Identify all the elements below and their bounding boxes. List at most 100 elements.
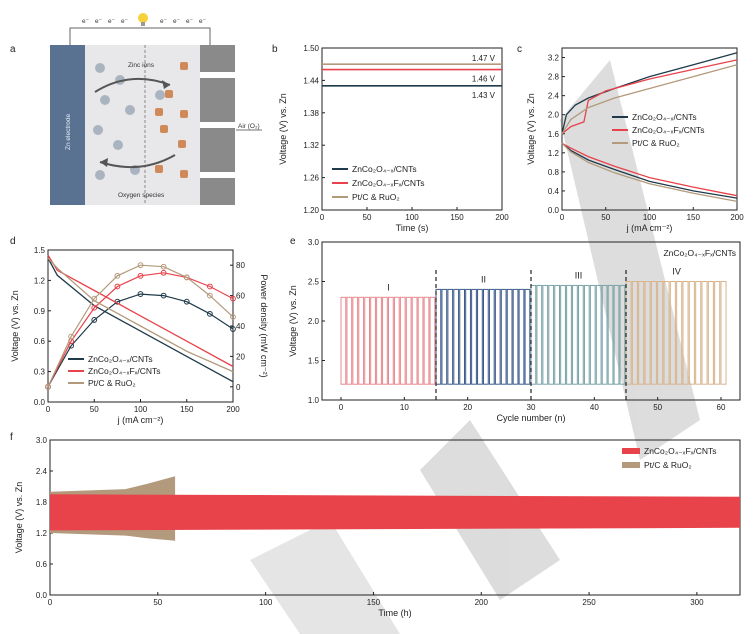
y-right-tick-label: 0 bbox=[236, 383, 241, 392]
y-right-axis-label: Power density (mW cm⁻²) bbox=[259, 274, 269, 377]
x-tick-label: 300 bbox=[690, 598, 704, 607]
y-axis-label: Voltage (V) vs. Zn bbox=[10, 290, 20, 362]
cycle-bar bbox=[524, 288, 531, 385]
cycle-bar bbox=[429, 296, 436, 385]
svg-text:e⁻: e⁻ bbox=[160, 18, 168, 25]
series-charge-line bbox=[561, 64, 738, 135]
cycle-bar bbox=[512, 288, 519, 385]
cycle-bar bbox=[714, 281, 721, 385]
y-right-tick-label: 80 bbox=[236, 261, 245, 270]
power-density-point bbox=[45, 383, 51, 390]
x-axis-label: j (mA cm⁻²) bbox=[117, 415, 164, 425]
cycle-bar bbox=[500, 288, 507, 385]
panel-label-b: b bbox=[272, 44, 278, 55]
cycle-bar bbox=[578, 284, 584, 385]
power-density-point bbox=[137, 291, 144, 297]
x-tick-label: 50 bbox=[653, 403, 662, 412]
x-tick-label: 200 bbox=[226, 405, 240, 414]
cycle-bar bbox=[388, 296, 394, 385]
cycle-bar bbox=[720, 281, 727, 385]
power-density-line bbox=[47, 293, 234, 388]
annotation-label: 1.47 V bbox=[472, 54, 496, 63]
cycle-bar bbox=[459, 288, 465, 385]
x-axis-label: j (mA cm⁻²) bbox=[626, 223, 673, 233]
polarization-line bbox=[47, 254, 234, 368]
x-tick-label: 0 bbox=[48, 598, 53, 607]
series-discharge-line bbox=[561, 142, 738, 197]
x-axis-label: Time (h) bbox=[378, 608, 411, 618]
y-tick-label: 1.44 bbox=[303, 76, 319, 85]
power-density-point bbox=[160, 263, 167, 270]
cycle-bar bbox=[572, 284, 578, 385]
cycle-bar bbox=[566, 284, 572, 385]
panel-label-f: f bbox=[10, 432, 13, 443]
x-tick-label: 150 bbox=[180, 405, 194, 414]
power-density-point bbox=[137, 262, 144, 269]
y-tick-label: 1.5 bbox=[34, 246, 46, 255]
x-axis-label: Cycle number (n) bbox=[496, 413, 565, 423]
y-right-tick-label: 20 bbox=[236, 352, 245, 361]
svg-text:e⁻: e⁻ bbox=[95, 18, 103, 25]
y-tick-label: 1.8 bbox=[36, 498, 48, 507]
legend-label: Pt/C & RuO₂ bbox=[632, 138, 680, 148]
cycle-bar bbox=[441, 288, 448, 385]
x-axis-label: Time (s) bbox=[396, 223, 429, 233]
x-tick-label: 50 bbox=[153, 598, 162, 607]
x-tick-label: 250 bbox=[582, 598, 596, 607]
legend-label: ZnCo₂O₄₋ₓ/CNTs bbox=[632, 112, 697, 122]
cycle-bar bbox=[483, 288, 489, 385]
y-tick-label: 1.20 bbox=[303, 206, 319, 215]
cycle-bar bbox=[399, 296, 406, 385]
y-tick-label: 1.32 bbox=[303, 141, 319, 150]
y-tick-label: 1.2 bbox=[34, 276, 46, 285]
power-density-point bbox=[114, 283, 121, 290]
y-tick-label: 3.0 bbox=[308, 238, 320, 247]
cycle-bar bbox=[644, 281, 651, 385]
y-tick-label: 2.0 bbox=[548, 111, 560, 120]
zn-electrode-label: Zn electrode bbox=[65, 113, 72, 150]
chart-panel-b: 0 50 100 150 200 1.20 1.26 1.32 1.38 1.44 1.50 Time… bbox=[278, 44, 509, 233]
y-tick-label: 1.5 bbox=[308, 357, 320, 366]
annotation-label: 1.43 V bbox=[472, 91, 496, 100]
x-tick-label: 200 bbox=[730, 213, 744, 222]
series-discharge-line bbox=[561, 142, 738, 203]
cycle-bar bbox=[583, 284, 590, 385]
cycle-bar bbox=[619, 284, 626, 385]
power-density-point bbox=[183, 274, 190, 281]
x-tick-label: 50 bbox=[363, 213, 372, 222]
x-tick-label: 200 bbox=[495, 213, 509, 222]
cycle-bar bbox=[530, 284, 537, 385]
cycle-bar bbox=[589, 284, 596, 385]
cycle-bar bbox=[506, 288, 513, 385]
cycle-bar bbox=[471, 288, 477, 385]
cycle-bar bbox=[560, 284, 566, 385]
cycle-bar bbox=[595, 284, 602, 385]
cycle-bar bbox=[607, 284, 614, 385]
cycle-bar bbox=[682, 281, 689, 385]
power-density-point bbox=[230, 326, 236, 332]
legend-label: Pt/C & RuO₂ bbox=[644, 460, 692, 470]
y-tick-label: 2.0 bbox=[308, 317, 320, 326]
cycle-bar bbox=[548, 284, 555, 385]
y-right-tick-label: 60 bbox=[236, 292, 245, 301]
y-tick-label: 1.6 bbox=[548, 130, 560, 139]
chart-panel-c: 0 50 100 150 200 0.0 0.4 0.8 1.2 1.6 2.0 2.4 2.8 3.2 j… bbox=[526, 47, 744, 233]
y-tick-label: 1.2 bbox=[548, 149, 560, 158]
power-density-point bbox=[183, 298, 190, 305]
cycle-bar bbox=[542, 284, 549, 385]
cycle-bar bbox=[650, 281, 657, 385]
series-charge-line bbox=[561, 59, 738, 135]
y-axis-label: Voltage (V) vs. Zn bbox=[14, 482, 24, 554]
legend-label: ZnCo₂O₄₋ₓFₓ/CNTs bbox=[352, 178, 425, 188]
y-tick-label: 1.50 bbox=[303, 44, 319, 53]
x-tick-label: 100 bbox=[259, 598, 273, 607]
air-label: Air (O₂) bbox=[238, 123, 260, 130]
x-tick-label: 50 bbox=[601, 213, 610, 222]
cycle-bar bbox=[625, 281, 632, 385]
legend-label: ZnCo₂O₄₋ₓFₓ/CNTs bbox=[88, 366, 161, 376]
segment-label: IV bbox=[672, 267, 681, 277]
legend-label: Pt/C & RuO₂ bbox=[352, 192, 400, 202]
y-axis-label: Voltage (V) vs. Zn bbox=[278, 93, 288, 165]
chart-title: ZnCo₂O₄₋ₓFₓ/CNTs bbox=[663, 248, 736, 258]
cycle-bar bbox=[376, 296, 382, 385]
